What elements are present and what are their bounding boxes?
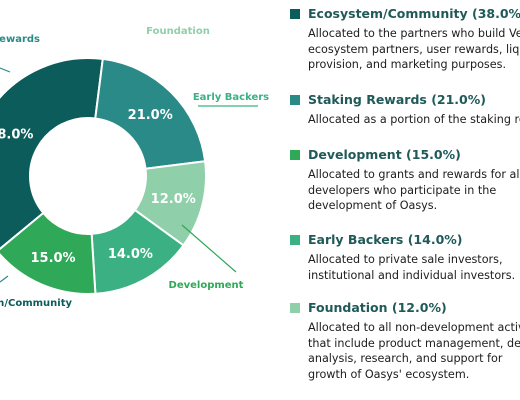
- description-line: Allocated as a portion of the staking re…: [308, 113, 520, 126]
- slice-category-label: Development: [169, 280, 244, 291]
- description-line: Allocated to the partners who build Ve: [308, 27, 520, 40]
- legend-title: Staking Rewards (21.0%): [308, 92, 486, 107]
- description-line: that include product management, des: [308, 336, 520, 350]
- slice-value-label: 38.0%: [0, 128, 33, 143]
- legend-title: Foundation (12.0%): [308, 300, 447, 315]
- legend-description: Allocated to grants and rewards for all …: [308, 167, 520, 214]
- legend: Ecosystem/Community (38.0%) Allocated to…: [290, 0, 520, 400]
- legend-swatch: [290, 302, 300, 313]
- slice-category-label: Rewards: [0, 34, 40, 45]
- slice-value-label: 14.0%: [108, 247, 153, 262]
- legend-entry-staking: Staking Rewards (21.0%) Allocated as a p…: [290, 92, 520, 128]
- legend-entry-ecosystem: Ecosystem/Community (38.0%) Allocated to…: [290, 6, 520, 73]
- legend-title: Early Backers (14.0%): [308, 232, 463, 247]
- legend-description: Allocated as a portion of the staking re…: [308, 112, 520, 128]
- slice-value-label: 15.0%: [30, 251, 75, 266]
- leader-line: [181, 224, 237, 273]
- donut-slice-development: [0, 211, 97, 295]
- legend-entry-early-backers: Early Backers (14.0%) Allocated to priva…: [290, 232, 515, 283]
- legend-entry-foundation: Foundation (12.0%) Allocated to all non-…: [290, 300, 520, 382]
- description-line: Allocated to private sale investors,: [308, 253, 503, 266]
- legend-entry-development: Development (15.0%) Allocated to grants …: [290, 147, 520, 214]
- description-line: institutional and individual investors.: [308, 268, 516, 282]
- donut-slice-ecosystem-community: [0, 57, 104, 251]
- leader-line: [0, 67, 11, 73]
- slice-category-label: tem/Community: [0, 298, 72, 309]
- donut-slice-staking-rewards: [94, 57, 207, 170]
- donut-chart: 38.0% tem/Community 21.0% Rewards 12.0% Found…: [0, 26, 269, 309]
- slice-category-label: Early Backers: [193, 92, 269, 103]
- legend-title: Ecosystem/Community (38.0%): [308, 6, 520, 21]
- legend-description: Allocated to the partners who build Ve e…: [308, 26, 520, 73]
- legend-description: Allocated to all non-development activ t…: [308, 320, 520, 382]
- legend-description: Allocated to private sale investors, ins…: [308, 252, 515, 283]
- legend-swatch: [290, 94, 300, 105]
- legend-title: Development (15.0%): [308, 147, 461, 162]
- description-line: analysis, research, and support for: [308, 352, 503, 365]
- leader-line: [0, 275, 9, 283]
- description-line: provision, and marketing purposes.: [308, 58, 507, 71]
- description-line: Allocated to grants and rewards for all: [308, 168, 520, 181]
- slice-category-label: Foundation: [146, 26, 210, 37]
- legend-swatch: [290, 234, 300, 245]
- legend-swatch: [290, 149, 300, 160]
- description-line: Allocated to all non-development activ: [308, 321, 520, 334]
- slice-value-label: 21.0%: [128, 108, 173, 123]
- description-line: ecosystem partners, user rewards, liqu: [308, 42, 520, 56]
- description-line: growth of Oasys' ecosystem.: [308, 367, 470, 381]
- legend-swatch: [290, 8, 300, 19]
- description-line: development of Oasys.: [308, 199, 438, 212]
- slice-value-label: 12.0%: [151, 192, 196, 207]
- description-line: developers who participate in the: [308, 183, 497, 197]
